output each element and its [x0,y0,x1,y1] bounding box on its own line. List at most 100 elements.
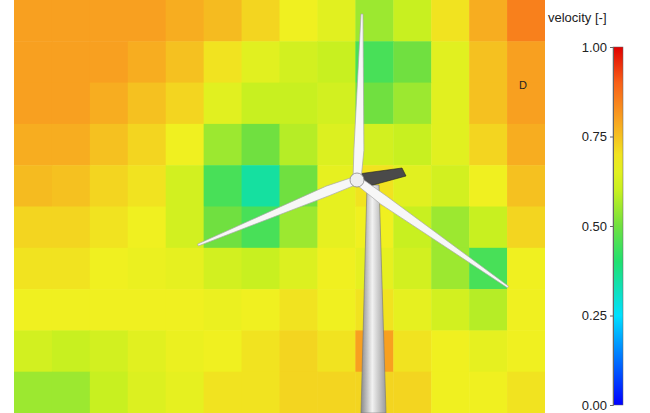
heatmap-cell [317,330,355,372]
heatmap-cell [317,41,355,83]
heatmap-cell [14,330,52,372]
heatmap-cell [507,207,545,249]
heatmap-cell [280,0,318,42]
heatmap-cell [204,372,242,413]
heatmap-cell [431,165,469,207]
heatmap-cell [242,124,280,166]
heatmap-cell [431,41,469,83]
heatmap-cell [242,248,280,290]
heatmap-cell [204,330,242,372]
heatmap-cell [507,248,545,290]
blade [353,14,364,180]
tick: 0.25 [582,308,613,323]
heatmap-cell [166,207,204,249]
hub [350,173,364,187]
heatmap-cell [280,41,318,83]
heatmap-cell [128,83,166,125]
heatmap-cell [166,83,204,125]
colorbar-axis: 1.000.750.500.250.00 [582,40,614,413]
heatmap-cell [469,207,507,249]
heatmap-cell [242,41,280,83]
heatmap-cell [242,83,280,125]
heatmap-cell [204,289,242,331]
heatmap-cell [280,83,318,125]
heatmap-cell [128,207,166,249]
heatmap-cell [90,165,128,207]
figure: D1.000.750.500.250.00velocity [-] [0,0,650,413]
heatmap-cell [204,165,242,207]
heatmap-cell [204,83,242,125]
heatmap-cell [52,0,90,42]
heatmap-cell [280,124,318,166]
heatmap-cell [52,289,90,331]
heatmap-cell [469,124,507,166]
heatmap-cell [469,83,507,125]
heatmap-cell [280,289,318,331]
heatmap-cell [507,330,545,372]
heatmap-cell [90,207,128,249]
heatmap-cell [507,165,545,207]
heatmap-cell [469,165,507,207]
tower [361,185,386,413]
tick-mark [610,47,613,48]
heatmap-cell [14,124,52,166]
heatmap-cell [204,41,242,83]
heatmap-cell [393,124,431,166]
heatmap-cell [507,41,545,83]
heatmap-cell [317,124,355,166]
heatmap-cell [507,0,545,42]
heatmap-cell [128,372,166,413]
heatmap-cell [317,207,355,249]
blade [355,177,509,288]
heatmap-cell [280,372,318,413]
colorbar: 1.000.750.500.250.00velocity [-] [548,10,623,413]
heatmap-cell [128,124,166,166]
tick-mark [610,405,613,406]
heatmap-cell [242,289,280,331]
heatmap-cell [431,207,469,249]
heatmap-cell [393,330,431,372]
heatmap-cell [90,0,128,42]
heatmap-cell [128,330,166,372]
heatmap-cell [204,248,242,290]
heatmap-cell [431,0,469,42]
annotations: D [519,79,527,91]
heatmap-cell [128,0,166,42]
heatmap-cell [52,330,90,372]
blade [198,176,359,246]
heatmap-cell [507,289,545,331]
heatmap-cell [280,330,318,372]
heatmap-cell [90,330,128,372]
heatmap-cell [90,83,128,125]
heatmap-cell [90,248,128,290]
heatmap-cell [166,0,204,42]
heatmap-cell [14,289,52,331]
heatmap-cell [128,289,166,331]
tick: 1.00 [582,40,613,55]
colorbar-axis-line [610,48,614,406]
heatmap-cell [128,165,166,207]
annotation: D [519,79,527,91]
heatmap-cell [52,124,90,166]
heatmap-cell [14,41,52,83]
heatmap-cell [469,372,507,413]
heatmap-cell [166,248,204,290]
heatmap-cell [90,41,128,83]
heatmap-cell [166,330,204,372]
colorbar-gradient [613,47,623,405]
heatmap-cell [317,372,355,413]
heatmap-cell [14,207,52,249]
heatmap-cell [431,372,469,413]
heatmap-cell [204,0,242,42]
heatmap-cell [431,83,469,125]
heatmap-cell [431,330,469,372]
heatmap-cell [317,0,355,42]
heatmap-cell [52,248,90,290]
heatmap-cell [52,165,90,207]
heatmap-cell [166,124,204,166]
heatmap-cell [393,0,431,42]
heatmap-cell [14,83,52,125]
tick: 0.75 [582,129,613,144]
tick-mark [610,137,613,138]
heatmap-cell [242,330,280,372]
